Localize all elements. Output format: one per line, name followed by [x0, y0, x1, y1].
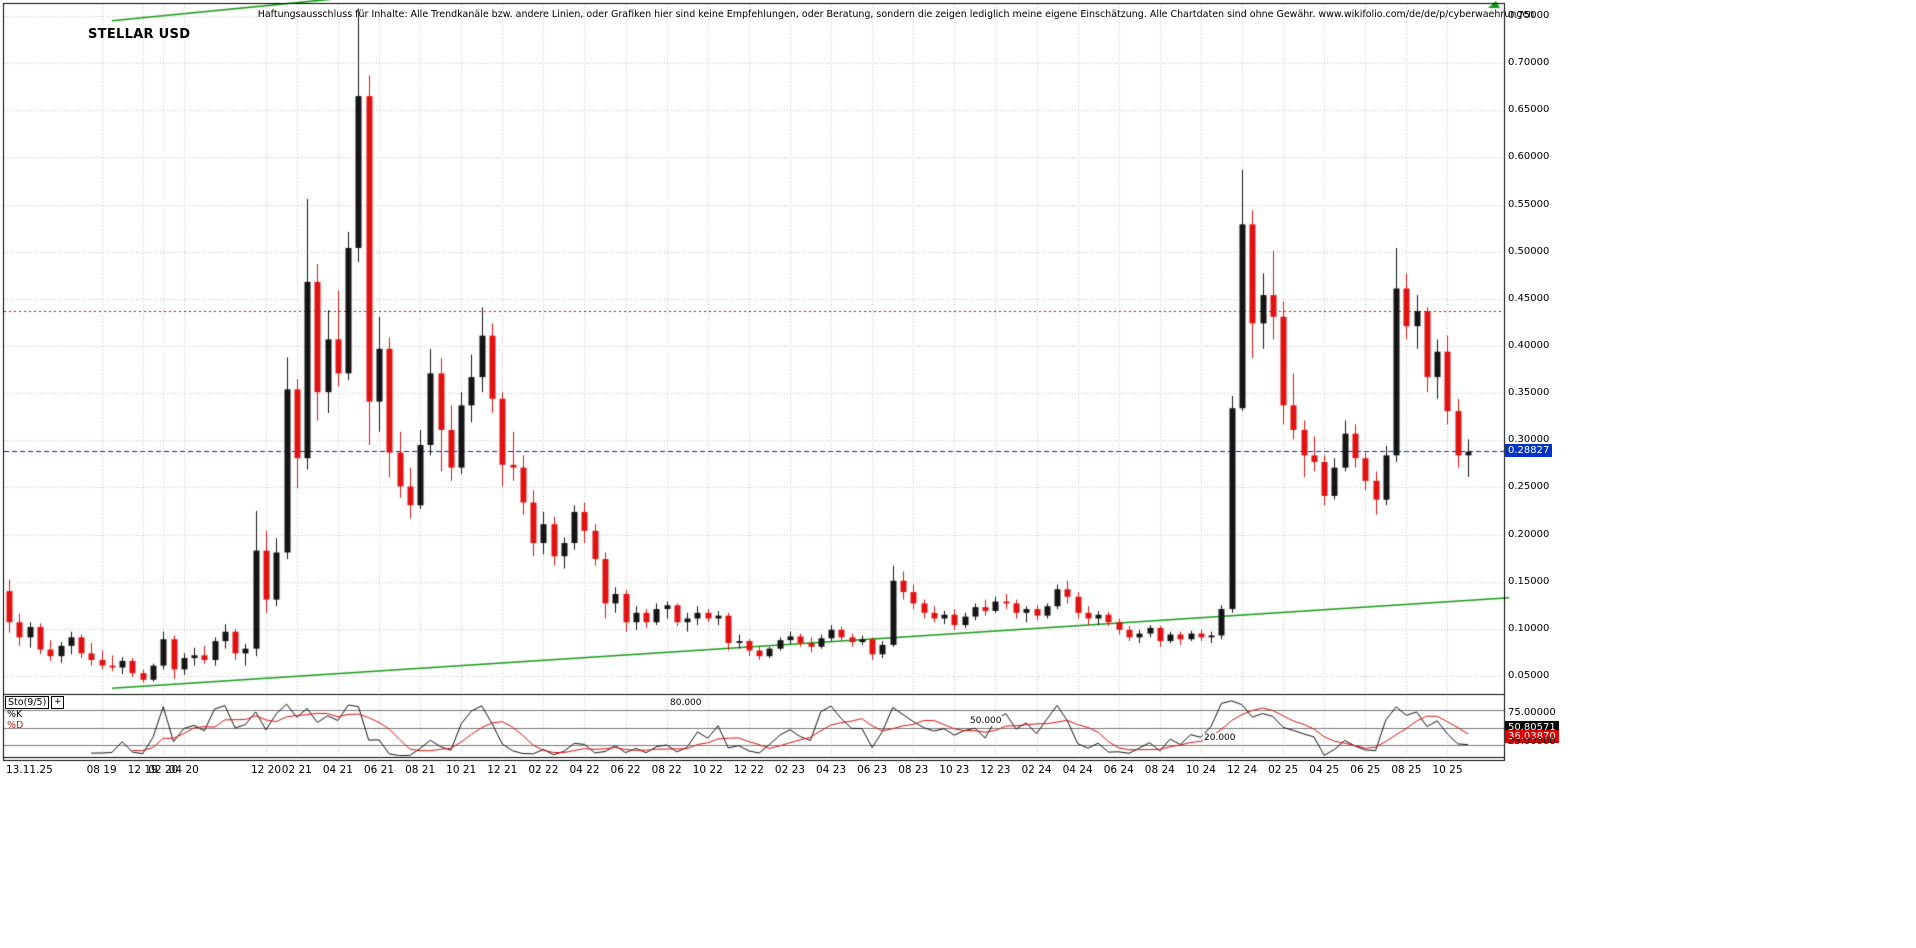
stochastic-level-label: 20.000: [1203, 733, 1237, 743]
price-tick-label: 0.75000: [1508, 10, 1550, 21]
stochastic-axis-label: 75.00000: [1508, 707, 1556, 718]
price-tick-label: 0.45000: [1508, 293, 1550, 304]
time-tick-label: 04 21: [322, 764, 353, 776]
time-tick-label: 06 23: [857, 764, 888, 776]
time-tick-label: 08 24: [1144, 764, 1175, 776]
time-tick-label: 10 25: [1432, 764, 1463, 776]
time-tick-label: 12 24: [1226, 764, 1258, 776]
time-tick-label: 02 25: [1268, 764, 1299, 776]
time-tick-label: 02 24: [1021, 764, 1052, 776]
indicator-name-label: Sto(9/5): [5, 696, 50, 709]
price-tick-label: 0.60000: [1508, 151, 1550, 162]
price-tick-label: 0.20000: [1508, 529, 1550, 540]
time-tick-label: 10 23: [939, 764, 970, 776]
price-tick-label: 0.65000: [1508, 104, 1550, 115]
time-tick-label: 02 23: [774, 764, 805, 776]
stochastic-level-label: 80.000: [669, 698, 703, 708]
time-tick-label: 04 22: [569, 764, 600, 776]
last-price-badge: 0.28827: [1505, 444, 1553, 457]
time-tick-label: 12 22: [733, 764, 764, 776]
time-tick-label: 12 23: [980, 764, 1011, 776]
time-tick-label: 02 20: [148, 764, 179, 776]
symbol-title: STELLAR USD: [88, 27, 191, 42]
stochastic-d-badge: 36.03870: [1505, 730, 1559, 743]
stochastic-k-label: %K: [7, 709, 23, 720]
price-tick-label: 0.50000: [1508, 246, 1550, 257]
indicator-header: Sto(9/5) +: [5, 696, 65, 709]
price-tick-label: 0.70000: [1508, 57, 1550, 68]
time-tick-label: 08 21: [405, 764, 436, 776]
time-tick-label: 10 21: [446, 764, 477, 776]
time-tick-label: 10 22: [692, 764, 723, 776]
price-tick-label: 0.35000: [1508, 387, 1550, 398]
time-tick-label: 08 23: [898, 764, 929, 776]
indicator-expand-button[interactable]: +: [51, 696, 65, 709]
time-tick-label: 10 24: [1185, 764, 1216, 776]
time-tick-label: 04 25: [1309, 764, 1340, 776]
time-tick-label: 08 19: [86, 764, 117, 776]
time-tick-label: 06 24: [1103, 764, 1134, 776]
disclaimer-text: Haftungsausschluss für Inhalte: Alle Tre…: [257, 9, 1535, 20]
time-tick-label: 12 20: [250, 764, 282, 776]
time-tick-label: 02 22: [528, 764, 559, 776]
time-tick-label: 12 21: [487, 764, 518, 776]
time-tick-label: 13.11.25: [6, 764, 53, 776]
stochastic-d-label: %D: [7, 720, 24, 731]
time-tick-label: 04 24: [1062, 764, 1093, 776]
time-tick-label: 12 19: [127, 764, 158, 776]
time-tick-label: 06 25: [1350, 764, 1381, 776]
time-tick-label: 06 21: [363, 764, 395, 776]
price-tick-label: 0.40000: [1508, 340, 1550, 351]
price-tick-label: 0.05000: [1508, 670, 1550, 681]
price-tick-label: 0.25000: [1508, 481, 1550, 492]
time-tick-label: 08 22: [651, 764, 682, 776]
price-tick-label: 0.10000: [1508, 623, 1550, 634]
price-tick-label: 0.30000: [1508, 434, 1550, 445]
time-tick-label: 06 22: [610, 764, 641, 776]
stochastic-level-label: 50.000: [969, 716, 1003, 726]
time-tick-label: 08 25: [1391, 764, 1422, 776]
stochastic-axis-label: 25.00000: [1508, 736, 1556, 747]
price-tick-label: 0.55000: [1508, 199, 1550, 210]
time-tick-label: 04 20: [168, 764, 199, 776]
time-tick-label: 04 23: [816, 764, 847, 776]
price-tick-label: 0.15000: [1508, 576, 1550, 587]
time-tick-label: 02 21: [281, 764, 312, 776]
